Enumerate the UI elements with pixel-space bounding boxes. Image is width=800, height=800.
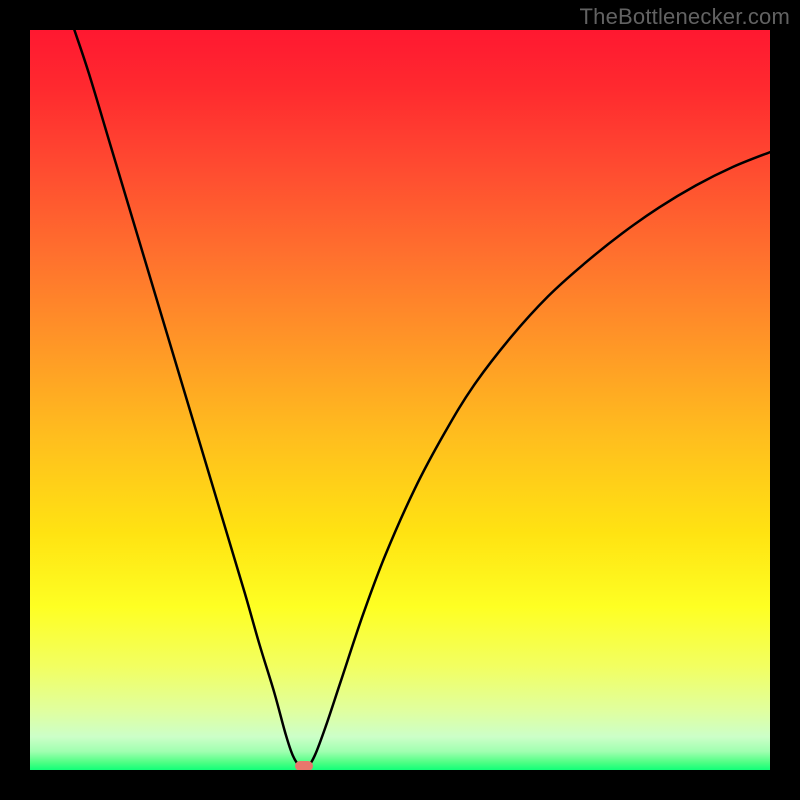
minimum-marker <box>295 761 313 770</box>
watermark-text: TheBottlenecker.com <box>580 4 790 30</box>
bottleneck-curve <box>30 30 770 770</box>
plot-area <box>30 30 770 770</box>
